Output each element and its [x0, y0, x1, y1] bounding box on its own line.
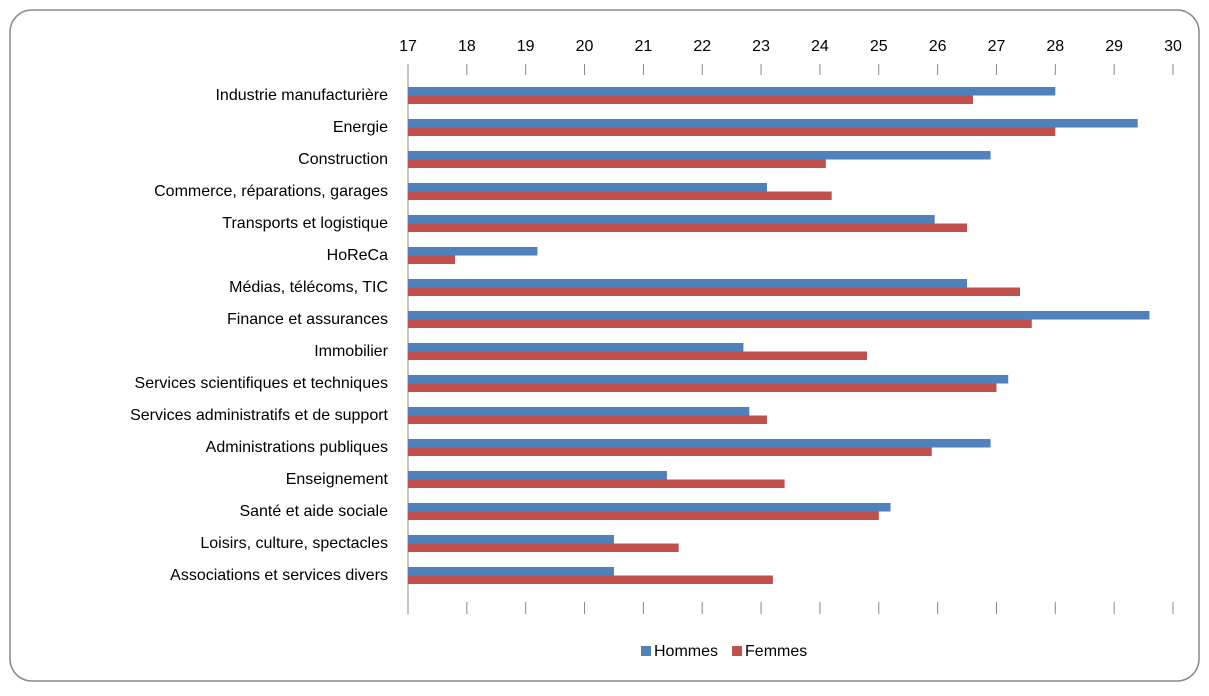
y-tick-label: Loisirs, culture, spectacles	[200, 535, 388, 552]
bar	[408, 407, 750, 416]
bar	[408, 287, 1020, 296]
y-tick-label: Construction	[298, 151, 388, 168]
x-tick-label: 23	[752, 38, 770, 55]
x-tick-label: 22	[693, 38, 711, 55]
legend-swatch	[732, 646, 743, 656]
bar	[408, 127, 1056, 136]
bar	[408, 575, 773, 584]
bar	[408, 535, 614, 544]
legend-label: Femmes	[745, 643, 807, 660]
bar	[408, 567, 614, 576]
bar	[408, 503, 891, 512]
bar	[408, 311, 1150, 320]
bar	[408, 247, 538, 256]
bar	[408, 543, 679, 552]
y-tick-label: Santé et aide sociale	[239, 503, 388, 520]
bar	[408, 383, 997, 392]
x-tick-label: 18	[458, 38, 476, 55]
x-tick-label: 30	[1164, 38, 1182, 55]
bar	[408, 151, 991, 160]
y-tick-label: HoReCa	[327, 247, 388, 264]
bar	[408, 319, 1032, 328]
legend-label: Hommes	[654, 643, 718, 660]
bar	[408, 343, 744, 352]
y-tick-label: Transports et logistique	[222, 215, 388, 232]
bar	[408, 415, 767, 424]
bar	[408, 351, 867, 360]
x-tick-label: 29	[1105, 38, 1123, 55]
bar	[408, 191, 832, 200]
x-tick-label: 19	[517, 38, 535, 55]
bar	[408, 439, 991, 448]
bar	[408, 159, 826, 168]
y-tick-label: Finance et assurances	[227, 311, 388, 328]
y-tick-label: Associations et services divers	[170, 567, 388, 584]
y-tick-label: Services scientifiques et techniques	[135, 375, 388, 392]
y-tick-label: Commerce, réparations, garages	[154, 183, 388, 200]
x-tick-label: 17	[399, 38, 417, 55]
x-tick-label: 27	[988, 38, 1006, 55]
bar	[408, 183, 767, 192]
x-tick-label: 21	[634, 38, 652, 55]
bar	[408, 375, 1009, 384]
bar	[408, 215, 935, 224]
bar	[408, 479, 785, 488]
x-tick-label: 26	[929, 38, 947, 55]
y-tick-label: Energie	[333, 119, 388, 136]
y-tick-label: Services administratifs et de support	[130, 407, 388, 424]
x-tick-label: 25	[870, 38, 888, 55]
bar	[408, 223, 968, 232]
bar	[408, 471, 667, 480]
bar	[408, 511, 879, 520]
y-tick-label: Industrie manufacturière	[215, 87, 388, 104]
bar	[408, 119, 1138, 128]
x-tick-label: 28	[1046, 38, 1064, 55]
x-tick-label: 20	[576, 38, 594, 55]
y-tick-label: Enseignement	[286, 471, 389, 488]
bar	[408, 255, 456, 264]
bar	[408, 95, 973, 104]
y-tick-label: Immobilier	[314, 343, 388, 360]
bar	[408, 279, 968, 288]
x-tick-label: 24	[811, 38, 829, 55]
y-tick-label: Médias, télécoms, TIC	[229, 279, 388, 296]
legend-swatch	[641, 646, 651, 656]
bar	[408, 87, 1056, 96]
bar	[408, 447, 932, 456]
y-tick-label: Administrations publiques	[206, 439, 388, 456]
